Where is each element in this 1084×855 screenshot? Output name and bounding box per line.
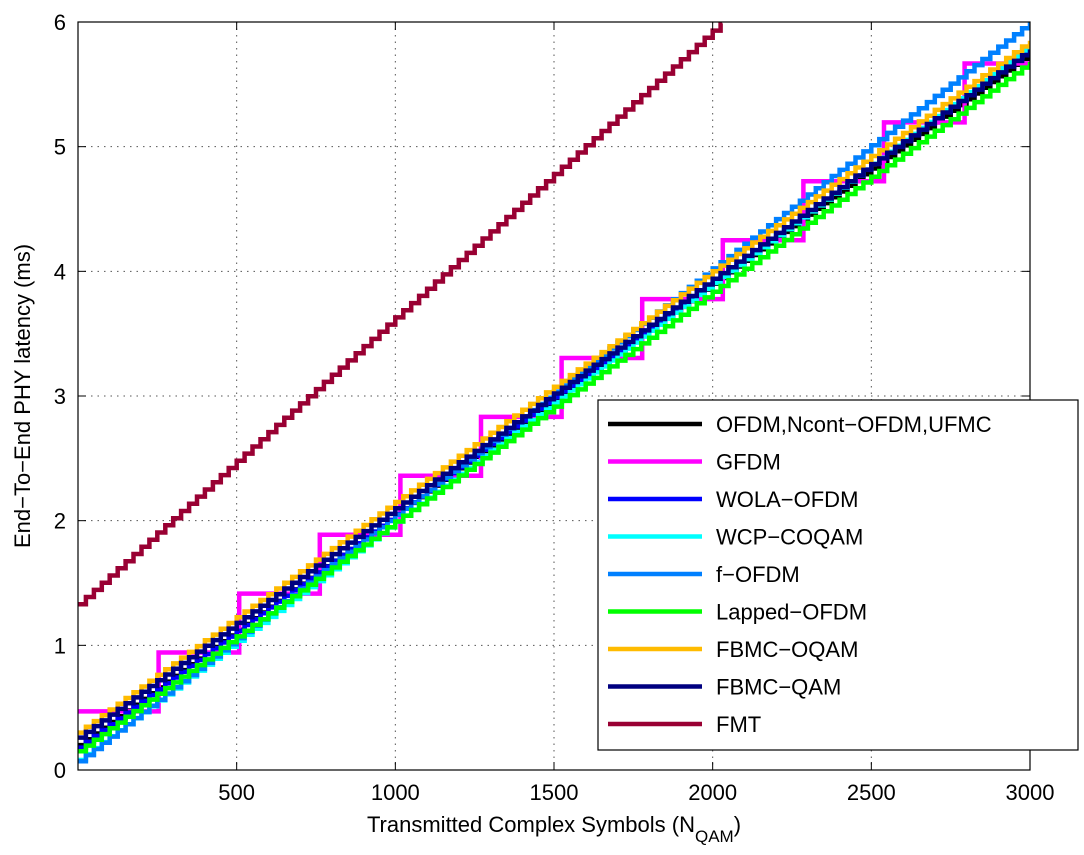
y-tick-label: 4: [54, 259, 66, 284]
x-tick-label: 1000: [371, 780, 420, 805]
y-tick-label: 6: [54, 10, 66, 35]
y-tick-label: 1: [54, 633, 66, 658]
legend-entry-0: OFDM,Ncont−OFDM,UFMC: [716, 412, 992, 437]
legend: OFDM,Ncont−OFDM,UFMC GFDM WOLA−OFDM WCP−COQ…: [597, 399, 1079, 751]
ticks: [78, 21, 1031, 771]
legend-entry-8: FMT: [716, 712, 761, 737]
series-line-8: [78, 22, 723, 607]
tick-labels: 500 1000 1500 2000 2500 3000 0 1 2 3 4 5 6: [54, 10, 1055, 805]
y-tick-label: 3: [54, 384, 66, 409]
x-axis-label: Transmitted Complex Symbols (NQAM): [367, 812, 741, 846]
legend-entry-1: GFDM: [716, 450, 781, 475]
legend-entry-7: FBMC−QAM: [716, 675, 841, 700]
legend-entry-6: FBMC−OQAM: [716, 637, 858, 662]
legend-entry-2: WOLA−OFDM: [716, 487, 858, 512]
x-tick-label: 3000: [1006, 780, 1055, 805]
y-axis-label: End−To−End PHY latency (ms): [10, 244, 35, 548]
x-tick-label: 2500: [847, 780, 896, 805]
x-tick-label: 500: [218, 780, 255, 805]
legend-entry-4: f−OFDM: [716, 562, 800, 587]
y-tick-label: 2: [54, 509, 66, 534]
series-line-5: [78, 61, 1030, 754]
legend-entry-3: WCP−COQAM: [716, 525, 863, 550]
legend-entry-5: Lapped−OFDM: [716, 600, 867, 625]
y-tick-label: 0: [54, 758, 66, 783]
series-layer: [78, 22, 1030, 764]
x-tick-label: 1500: [530, 780, 579, 805]
series-line-6: [78, 40, 1030, 735]
series-line-7: [78, 49, 1030, 740]
series-group: [78, 22, 1030, 764]
y-tick-label: 5: [54, 135, 66, 160]
x-tick-label: 2000: [688, 780, 737, 805]
